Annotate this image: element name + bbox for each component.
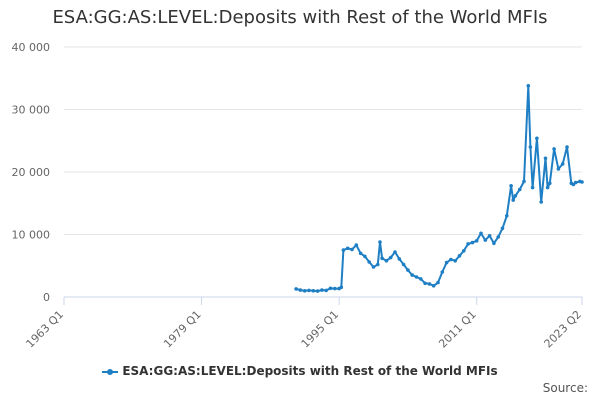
data-point[interactable] xyxy=(513,194,518,198)
data-point[interactable] xyxy=(294,287,298,291)
y-axis: 0 10 000 20 000 30 000 40 000 xyxy=(12,41,51,304)
data-point[interactable] xyxy=(311,289,316,293)
data-point[interactable] xyxy=(350,247,354,252)
data-point[interactable] xyxy=(384,259,389,263)
data-point[interactable] xyxy=(530,185,535,190)
y-tick-label: 30 000 xyxy=(12,104,51,117)
data-point[interactable] xyxy=(496,235,501,239)
x-tick-label: 1963 Q1 xyxy=(24,308,67,351)
data-point[interactable] xyxy=(457,254,462,258)
data-point[interactable] xyxy=(505,214,509,218)
data-point[interactable] xyxy=(535,136,539,141)
data-point[interactable] xyxy=(397,257,402,261)
data-point[interactable] xyxy=(526,84,531,88)
data-point[interactable] xyxy=(380,256,384,261)
data-point[interactable] xyxy=(376,262,380,267)
data-point[interactable] xyxy=(492,241,496,246)
data-point[interactable] xyxy=(462,249,466,253)
data-point[interactable] xyxy=(543,156,548,161)
x-axis: 1963 Q1 1979 Q1 1995 Q1 2011 Q1 2023 Q2 xyxy=(24,296,585,351)
data-point[interactable] xyxy=(483,238,488,242)
grid-lines xyxy=(64,46,582,235)
data-point[interactable] xyxy=(371,265,376,269)
data-point[interactable] xyxy=(479,231,483,236)
chart-title: ESA:GG:AS:LEVEL:Deposits with Rest of th… xyxy=(52,7,548,28)
data-point[interactable] xyxy=(545,185,550,190)
data-point[interactable] xyxy=(328,286,333,291)
data-point[interactable] xyxy=(307,288,311,293)
data-point[interactable] xyxy=(539,200,543,204)
data-point[interactable] xyxy=(522,179,526,184)
data-point[interactable] xyxy=(436,280,440,285)
data-point[interactable] xyxy=(440,270,445,274)
data-point[interactable] xyxy=(580,180,584,184)
data-point[interactable] xyxy=(378,240,382,244)
data-point[interactable] xyxy=(560,162,565,166)
data-point[interactable] xyxy=(414,275,419,279)
data-point[interactable] xyxy=(298,288,303,292)
x-tick-label: 2011 Q1 xyxy=(436,308,479,351)
data-point[interactable] xyxy=(427,282,432,286)
data-point[interactable] xyxy=(470,240,475,245)
data-point[interactable] xyxy=(552,147,556,151)
legend-swatch-icon xyxy=(102,368,119,375)
data-point[interactable] xyxy=(363,254,367,259)
y-tick-label: 0 xyxy=(43,291,50,304)
legend-label: ESA:GG:AS:LEVEL:Deposits with Rest of th… xyxy=(122,364,498,378)
data-point[interactable] xyxy=(431,284,436,288)
data-point[interactable] xyxy=(509,184,513,188)
data-point[interactable] xyxy=(453,259,458,263)
data-point[interactable] xyxy=(401,262,406,267)
y-tick-label: 20 000 xyxy=(12,166,51,179)
data-point[interactable] xyxy=(324,288,329,293)
legend[interactable]: ESA:GG:AS:LEVEL:Deposits with Rest of th… xyxy=(0,364,600,378)
data-point[interactable] xyxy=(423,281,427,286)
x-tick-label: 2023 Q2 xyxy=(542,308,585,351)
data-point[interactable] xyxy=(358,251,363,256)
data-point[interactable] xyxy=(419,277,423,281)
data-point[interactable] xyxy=(320,288,324,292)
data-point[interactable] xyxy=(466,242,470,246)
source-label[interactable]: Source: xyxy=(542,381,588,395)
data-point[interactable] xyxy=(556,167,561,171)
data-point[interactable] xyxy=(367,260,372,264)
series-line[interactable] xyxy=(295,84,583,293)
data-point[interactable] xyxy=(487,234,492,238)
data-point[interactable] xyxy=(565,145,569,149)
y-tick-label: 40 000 xyxy=(12,41,51,54)
data-point[interactable] xyxy=(573,180,578,185)
data-point[interactable] xyxy=(444,260,449,265)
data-point[interactable] xyxy=(548,181,552,186)
data-point[interactable] xyxy=(354,243,359,247)
data-point[interactable] xyxy=(449,257,453,262)
data-point[interactable] xyxy=(410,273,415,277)
data-point[interactable] xyxy=(474,239,479,243)
data-point[interactable] xyxy=(528,145,533,149)
data-point[interactable] xyxy=(302,289,307,293)
data-point[interactable] xyxy=(511,198,515,202)
data-point[interactable] xyxy=(315,289,320,293)
data-point[interactable] xyxy=(345,246,350,251)
data-point[interactable] xyxy=(339,285,344,290)
data-point[interactable] xyxy=(333,286,337,291)
y-tick-label: 10 000 xyxy=(12,229,51,242)
data-point[interactable] xyxy=(500,226,505,231)
data-point[interactable] xyxy=(341,248,346,252)
series-layer xyxy=(294,84,584,293)
data-point[interactable] xyxy=(406,268,410,272)
data-point[interactable] xyxy=(393,250,397,254)
data-point[interactable] xyxy=(388,255,393,260)
x-tick-label: 1995 Q1 xyxy=(299,308,342,351)
x-tick-label: 1979 Q1 xyxy=(161,308,204,351)
data-point[interactable] xyxy=(517,187,522,192)
